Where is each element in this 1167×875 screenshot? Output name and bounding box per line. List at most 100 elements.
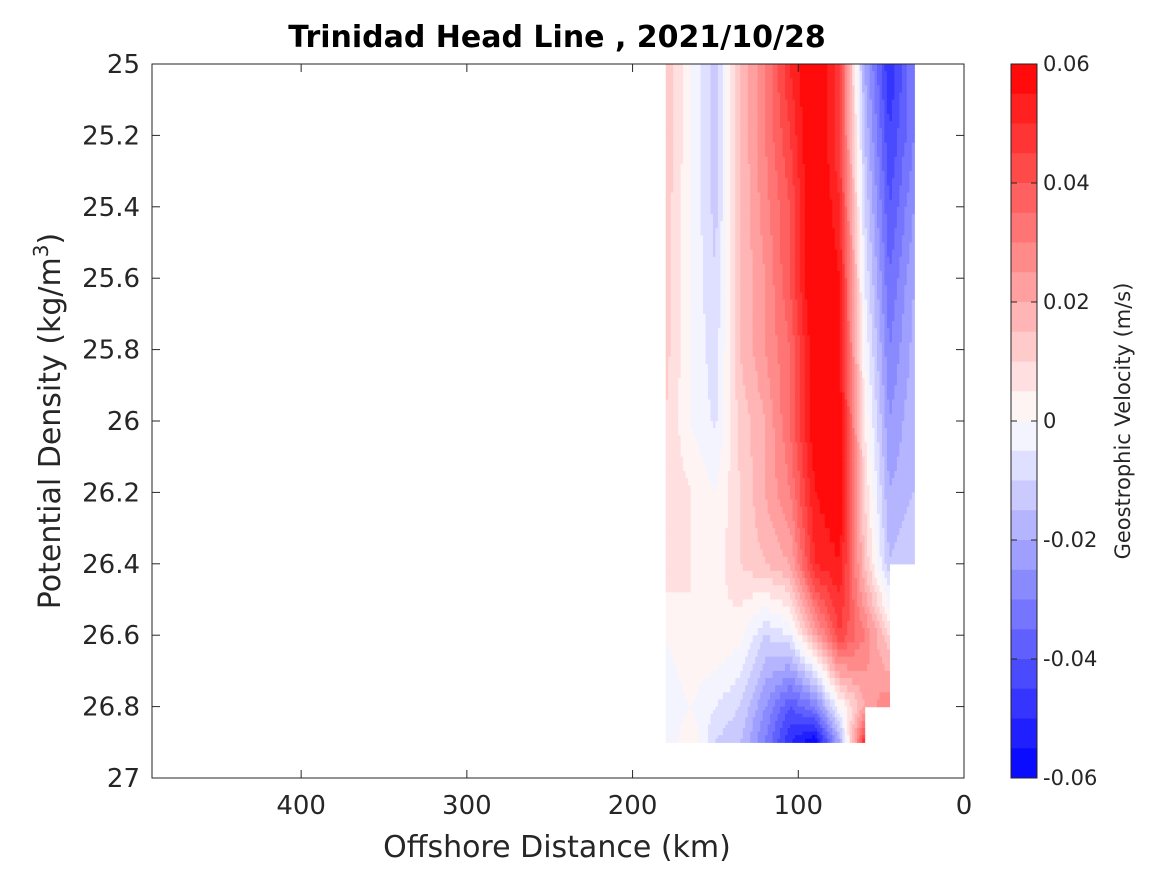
contour-cell	[884, 263, 888, 272]
contour-cell	[715, 406, 719, 415]
contour-cell	[874, 335, 878, 344]
contour-cell	[703, 392, 707, 401]
contour-cell	[683, 292, 687, 301]
contour-cell	[705, 85, 709, 94]
contour-cell	[834, 328, 838, 336]
contour-cell	[747, 399, 751, 408]
contour-cell	[794, 142, 799, 151]
contour-cell	[722, 321, 726, 329]
contour-cell	[911, 385, 915, 394]
contour-cell	[750, 299, 754, 308]
contour-cell	[881, 406, 886, 415]
contour-cell	[732, 299, 736, 308]
contour-cell	[857, 99, 861, 108]
contour-cell	[755, 413, 759, 422]
contour-cell	[727, 363, 731, 372]
contour-cell	[894, 71, 898, 79]
contour-cell	[725, 206, 729, 215]
contour-cell	[819, 199, 823, 208]
contour-cell	[735, 64, 739, 72]
contour-cell	[673, 271, 677, 279]
contour-cell	[675, 78, 679, 87]
contour-cell	[780, 221, 784, 229]
contour-cell	[680, 278, 684, 286]
contour-cell	[780, 149, 784, 158]
contour-cell	[742, 121, 746, 129]
contour-cell	[807, 106, 811, 115]
contour-cell	[814, 249, 818, 258]
contour-cell	[712, 142, 717, 151]
contour-cell	[819, 99, 823, 108]
contour-cell	[854, 271, 858, 279]
contour-cell	[777, 356, 781, 365]
contour-cell	[767, 313, 771, 322]
contour-cell	[665, 349, 669, 358]
contour-cell	[683, 106, 687, 115]
contour-cell	[891, 285, 895, 294]
contour-cell	[884, 285, 888, 294]
contour-cell	[725, 149, 729, 158]
contour-cell	[869, 171, 873, 179]
contour-cell	[688, 385, 692, 394]
contour-cell	[770, 64, 774, 72]
contour-cell	[777, 185, 781, 194]
contour-cell	[698, 356, 702, 365]
contour-cell	[869, 142, 873, 151]
contour-cell	[906, 92, 910, 101]
contour-cell	[690, 149, 694, 158]
contour-cell	[879, 149, 883, 158]
contour-cell	[911, 142, 915, 151]
contour-cell	[772, 149, 776, 158]
contour-cell	[760, 206, 764, 215]
contour-cell	[802, 385, 806, 394]
contour-cell	[665, 71, 669, 79]
contour-cell	[680, 292, 684, 301]
contour-cell	[872, 135, 876, 144]
contour-cell	[896, 64, 900, 72]
contour-cell	[695, 335, 699, 344]
contour-cell	[879, 142, 883, 151]
contour-cell	[665, 242, 669, 251]
contour-cell	[750, 235, 754, 244]
contour-cell	[872, 206, 876, 215]
contour-cell	[772, 299, 776, 308]
contour-cell	[698, 85, 702, 94]
contour-cell	[785, 213, 789, 222]
contour-cell	[869, 306, 873, 315]
contour-cell	[710, 371, 714, 379]
contour-cell	[894, 163, 898, 172]
contour-cell	[737, 163, 741, 172]
contour-cell	[740, 142, 744, 151]
contour-cell	[722, 78, 726, 87]
contour-cell	[765, 378, 769, 386]
contour-cell	[854, 321, 858, 329]
contour-cell	[665, 263, 669, 272]
contour-cell	[745, 64, 749, 72]
contour-cell	[757, 78, 761, 87]
contour-cell	[727, 206, 731, 215]
contour-cell	[782, 285, 786, 294]
contour-cell	[772, 85, 776, 94]
contour-cell	[819, 356, 823, 365]
contour-cell	[817, 335, 821, 344]
contour-cell	[678, 235, 682, 244]
contour-cell	[847, 371, 851, 379]
contour-cell	[869, 413, 873, 422]
contour-cell	[737, 99, 741, 108]
contour-cell	[710, 413, 714, 422]
contour-cell	[735, 235, 739, 244]
contour-cell	[698, 92, 702, 101]
contour-cell	[740, 113, 744, 122]
contour-cell	[857, 135, 861, 144]
contour-cell	[680, 271, 684, 279]
contour-cell	[877, 392, 881, 401]
contour-cell	[683, 135, 687, 144]
contour-cell	[872, 221, 876, 229]
contour-cell	[775, 392, 779, 401]
contour-cell	[765, 363, 769, 372]
contour-cell	[862, 171, 866, 179]
contour-cell	[755, 321, 759, 329]
contour-cell	[854, 163, 858, 172]
contour-cell	[852, 78, 856, 87]
contour-cell	[725, 378, 729, 386]
